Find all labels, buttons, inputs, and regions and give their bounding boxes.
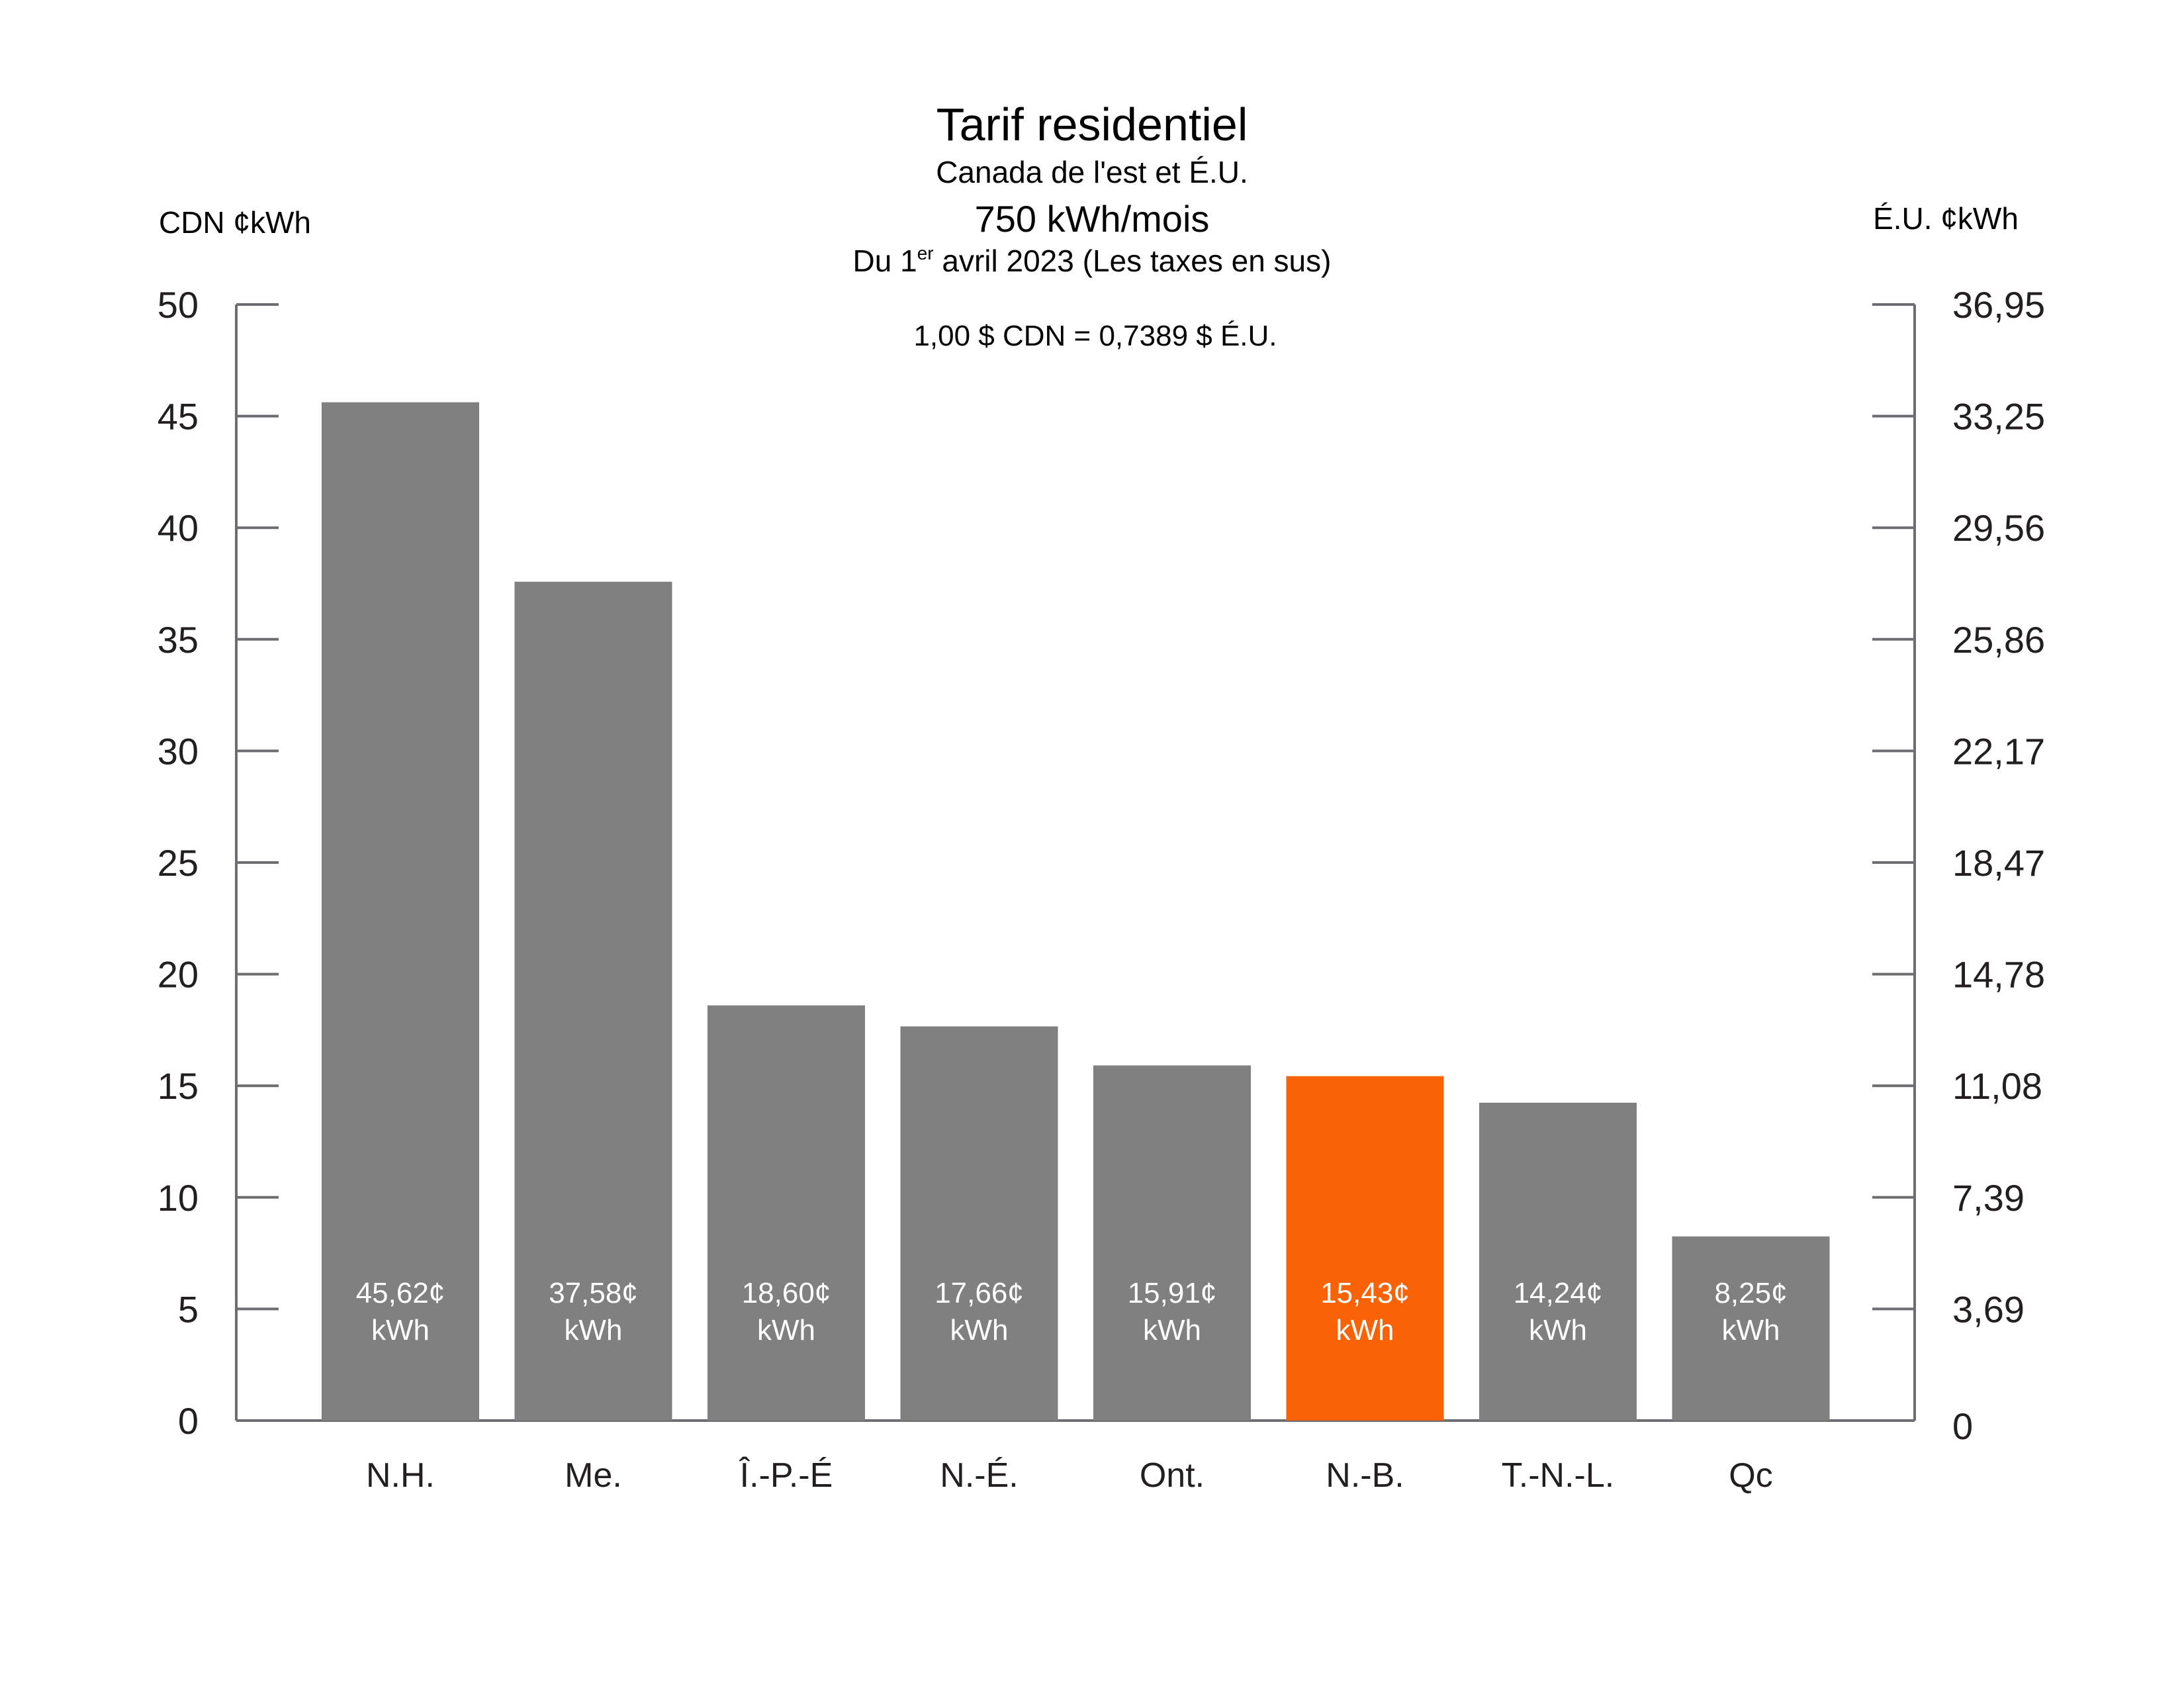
left-tick-label: 45 (158, 396, 199, 438)
right-tick-label: 18,47 (1952, 842, 2045, 884)
x-tick-label: Î.-P.-É (739, 1456, 833, 1495)
right-tick-label: 36,95 (1952, 284, 2045, 326)
bar-unit-label: kWh (757, 1314, 815, 1346)
bar-unit-label: kWh (1529, 1314, 1587, 1346)
right-tick-label: 7,39 (1952, 1177, 2025, 1219)
left-tick-label: 35 (158, 619, 199, 661)
axes: 0 5 10 15 20 25 30 35 40 45 50 0 3,69 7,39 11,08 14,78 1… (158, 284, 2045, 1447)
bar-value-label: 45,62¢ (356, 1277, 445, 1309)
x-axis-ticks: N.H. Me. Î.-P.-É N.-É. Ont. N.-B. T.-N.-L. Qc (366, 1456, 1773, 1495)
left-tick-label: 25 (158, 842, 199, 884)
right-tick-label: 11,08 (1952, 1065, 2042, 1107)
bar-value-label: 8,25¢ (1714, 1277, 1787, 1309)
chart-date-prefix: Du 1 (853, 244, 917, 278)
right-tick-label: 0 (1952, 1405, 1973, 1447)
data-labels: 45,62¢ kWh 37,58¢ kWh 18,60¢ kWh 17,66¢ kWh 15,9… (356, 1277, 1788, 1346)
bar-unit-label: kWh (950, 1314, 1009, 1346)
left-tick-label: 10 (158, 1177, 199, 1219)
bar (1672, 1236, 1830, 1421)
left-tick-label: 15 (158, 1065, 199, 1107)
left-tick-label: 5 (178, 1288, 199, 1330)
x-tick-label: Me. (565, 1456, 622, 1495)
x-tick-label: N.H. (366, 1456, 435, 1495)
chart-subtitle-consumption: 750 kWh/mois (975, 198, 1210, 240)
bar (322, 402, 479, 1421)
chart-date-sup: er (917, 243, 934, 263)
right-tick-label: 22,17 (1952, 730, 2045, 772)
bars (322, 402, 1830, 1421)
bar-unit-label: kWh (371, 1314, 430, 1346)
bar-value-label: 17,66¢ (934, 1277, 1024, 1309)
right-tick-label: 25,86 (1952, 619, 2045, 661)
right-tick-label: 29,56 (1952, 507, 2045, 549)
x-tick-label: Qc (1729, 1456, 1772, 1495)
right-axis-unit: É.U. ¢kWh (1873, 201, 2019, 236)
bar-unit-label: kWh (1143, 1314, 1201, 1346)
chart-date: Du 1er avril 2023 (Les taxes en sus) (853, 243, 1332, 278)
chart-title: Tarif residentiel (936, 99, 1248, 150)
left-tick-label: 50 (158, 284, 199, 326)
bar-unit-label: kWh (1722, 1314, 1780, 1346)
right-tick-label: 3,69 (1952, 1288, 2025, 1330)
bar (707, 1005, 865, 1421)
bar (514, 581, 672, 1421)
bar (1286, 1076, 1444, 1421)
exchange-rate-note: 1,00 $ CDN = 0,7389 $ É.U. (913, 320, 1277, 352)
chart-date-suffix: avril 2023 (Les taxes en sus) (934, 244, 1332, 278)
bar-value-label: 18,60¢ (742, 1277, 831, 1309)
x-tick-label: N.-É. (940, 1456, 1018, 1495)
bar-value-label: 14,24¢ (1514, 1277, 1603, 1309)
x-tick-label: T.-N.-L. (1502, 1456, 1614, 1495)
x-tick-label: Ont. (1140, 1456, 1205, 1495)
left-tick-label: 20 (158, 954, 199, 996)
left-axis-unit: CDN ¢kWh (159, 205, 311, 240)
bar (1479, 1102, 1637, 1421)
bar-unit-label: kWh (565, 1314, 623, 1346)
right-tick-label: 14,78 (1952, 954, 2045, 996)
bar-unit-label: kWh (1336, 1314, 1394, 1346)
x-tick-label: N.-B. (1326, 1456, 1404, 1495)
bar (1093, 1065, 1251, 1421)
right-tick-label: 33,25 (1952, 396, 2045, 438)
left-tick-label: 30 (158, 730, 199, 772)
left-tick-label: 40 (158, 507, 199, 549)
left-tick-label: 0 (178, 1400, 199, 1442)
bar (900, 1026, 1058, 1421)
bar-value-label: 37,58¢ (549, 1277, 638, 1309)
chart-subtitle: Canada de l'est et É.U. (936, 155, 1248, 189)
bar-value-label: 15,43¢ (1320, 1277, 1410, 1309)
bar-value-label: 15,91¢ (1128, 1277, 1217, 1309)
